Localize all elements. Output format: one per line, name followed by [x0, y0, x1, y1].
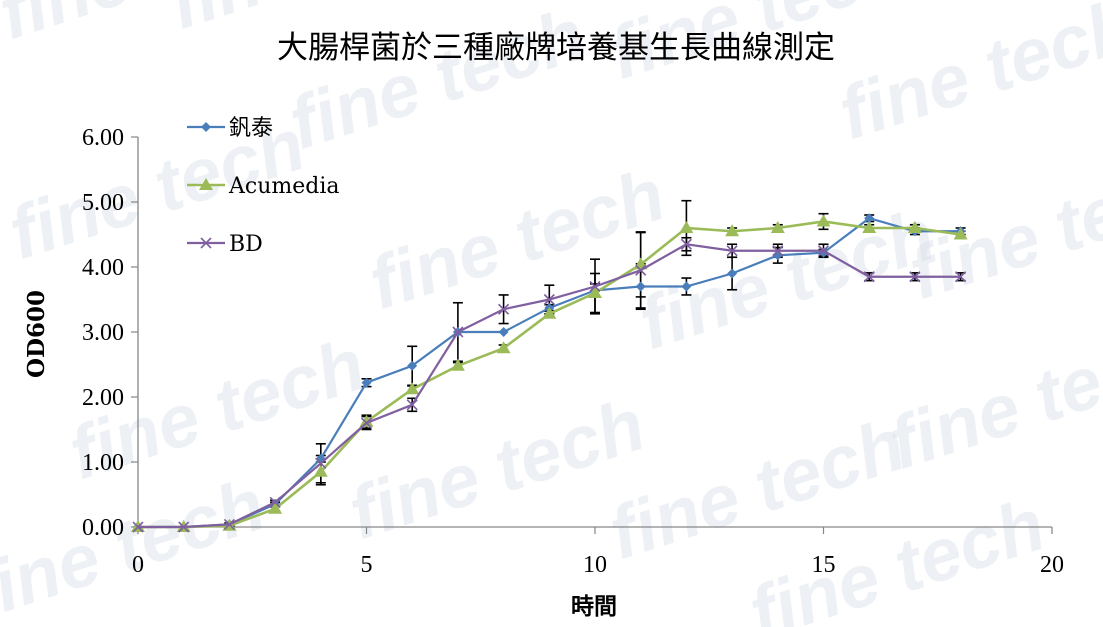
legend-item-3: BD [187, 232, 263, 257]
data-point [681, 281, 692, 292]
legend-marker [201, 122, 211, 132]
y-tick-label: 2.00 [82, 385, 124, 411]
x-tick-label: 20 [1040, 552, 1064, 578]
watermark-text: fine tech [879, 312, 1103, 485]
data-point [452, 326, 464, 338]
data-point [862, 221, 877, 233]
data-point [405, 382, 420, 395]
x-marker-stroke [726, 245, 738, 257]
data-point [223, 518, 235, 530]
legend-item-1: 釩泰 [187, 116, 273, 141]
y-tick-label: 3.00 [82, 320, 124, 346]
data-point [178, 521, 190, 533]
data-point [727, 268, 738, 279]
x-marker-stroke [680, 238, 692, 250]
data-point [359, 414, 374, 427]
data-point [407, 360, 418, 371]
data-point [361, 377, 372, 388]
x-marker-stroke [589, 280, 601, 293]
data-point [269, 496, 281, 508]
y-tick-label: 1.00 [82, 450, 124, 476]
data-point [498, 303, 510, 315]
data-point [498, 327, 509, 337]
data-point [817, 245, 830, 257]
data-point [496, 341, 511, 354]
x-tick-label: 5 [361, 552, 373, 578]
legend-marker [199, 178, 213, 190]
y-tick-label: 0.00 [82, 515, 124, 541]
data-point [360, 417, 373, 429]
watermark-text: fine tech [829, 0, 1103, 155]
data-point [863, 271, 875, 283]
x-marker-stroke [315, 457, 327, 469]
legend-item-2: Acumedia [187, 174, 340, 199]
x-axis-label: 時間 [571, 593, 617, 620]
x-tick-label: 15 [812, 552, 836, 578]
x-marker-stroke [269, 496, 281, 508]
legend-label: BD [229, 232, 263, 257]
x-marker-stroke [223, 518, 235, 530]
legend-marker [200, 237, 212, 249]
chart-title: 大腸桿菌於三種廠牌培養基生長曲線測定 [277, 30, 835, 66]
x-marker-stroke [909, 271, 921, 283]
data-point [635, 264, 647, 276]
data-point [907, 221, 922, 233]
x-marker-stroke [406, 399, 418, 411]
x-marker-stroke [498, 303, 510, 315]
x-marker-stroke [863, 271, 875, 283]
series-2 [131, 214, 968, 532]
watermark-text: fine tech [629, 192, 944, 365]
y-tick-label: 6.00 [82, 125, 124, 151]
watermark-text: fine tech [0, 462, 274, 627]
legend-label: 釩泰 [229, 116, 273, 141]
x-marker-stroke [360, 417, 373, 429]
x-marker-stroke [635, 264, 647, 276]
data-point [864, 213, 875, 224]
legend-label: Acumedia [228, 174, 340, 199]
data-point [588, 286, 602, 298]
x-marker-stroke [178, 521, 190, 533]
data-point [313, 464, 328, 477]
data-point [726, 245, 738, 257]
x-tick-label: 10 [583, 552, 607, 578]
x-marker-stroke [955, 271, 967, 283]
data-point [679, 221, 694, 233]
y-tick-label: 5.00 [82, 190, 124, 216]
data-point [589, 280, 601, 293]
data-point [770, 221, 785, 233]
data-point [132, 521, 144, 533]
x-marker-stroke [543, 293, 555, 306]
data-point [816, 214, 831, 227]
data-point [543, 293, 555, 306]
data-point [450, 358, 465, 371]
data-point [725, 224, 740, 237]
x-marker-stroke [200, 237, 212, 249]
data-point [315, 457, 327, 469]
x-marker-stroke [772, 245, 784, 257]
data-point [953, 227, 968, 240]
series-layer [131, 213, 968, 533]
data-point [680, 238, 692, 250]
watermark-text: fine tech [359, 152, 674, 325]
legend: 釩泰 Acumedia BD [187, 116, 340, 257]
watermark-text: fine tech [899, 142, 1103, 315]
y-axis-label: OD600 [23, 290, 50, 378]
data-point [406, 399, 418, 411]
data-point [635, 281, 646, 292]
axes: 0.00 1.00 2.00 3.00 4.00 5.00 6.00 0 5 10 15 20 [82, 125, 1064, 578]
x-marker-stroke [132, 521, 144, 533]
data-point [772, 245, 784, 257]
y-tick-label: 4.00 [82, 255, 124, 281]
x-tick-label: 0 [132, 552, 144, 578]
data-point [909, 271, 921, 283]
data-point [268, 501, 283, 514]
data-point [542, 306, 557, 319]
x-marker-stroke [452, 326, 464, 338]
x-marker-stroke [817, 245, 830, 257]
series-3 [132, 238, 967, 533]
data-point [955, 271, 967, 283]
watermark-text: fine tech [279, 0, 594, 165]
